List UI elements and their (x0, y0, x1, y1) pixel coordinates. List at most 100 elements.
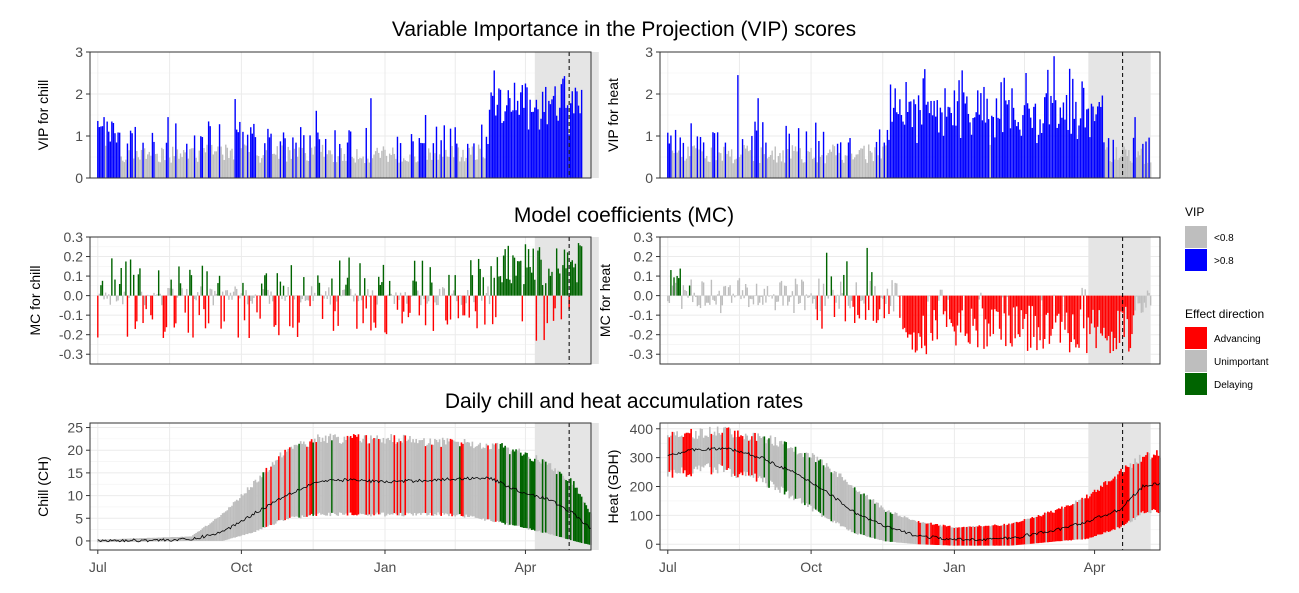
mc-heat-bar (1073, 295, 1076, 340)
mc-heat-bar (674, 282, 677, 296)
mc-chill-bar (465, 295, 467, 304)
chill-rate-band-bar (402, 434, 405, 517)
chill-rate-ytick-label: 10 (67, 488, 83, 504)
chill-rate-band-bar (215, 518, 218, 541)
mc-chill-bar (543, 295, 545, 341)
heat-rate-band-bar (1039, 516, 1041, 543)
chill-rate-band-bar (273, 464, 275, 525)
mc-chill-bar (268, 295, 271, 304)
chill-rate-band-bar (430, 444, 433, 516)
mc-chill-bar (538, 247, 541, 296)
chill-rate-band-bar (415, 438, 418, 516)
chill-rate-band-bar (229, 507, 232, 539)
vip-chill-bar (134, 126, 136, 178)
mc-heat-bar (1070, 295, 1072, 342)
vip-chill-bar (167, 117, 169, 178)
vip-heat-bar (967, 113, 970, 178)
heat-rate-band-bar (791, 447, 794, 496)
vip-chill-bar (571, 91, 573, 178)
chill-rate-band-bar (254, 479, 257, 532)
vip-chill-bar (520, 92, 522, 178)
chill-rate-band-bar (271, 462, 274, 525)
heat-rate-band-bar (713, 431, 716, 468)
mc-chill-bar (98, 293, 101, 296)
mc-chill-bar (571, 260, 573, 296)
mc-heat-bar (824, 295, 826, 306)
vip-heat-bar (1059, 107, 1062, 178)
vip-heat-bar (1003, 77, 1005, 178)
heat-rate-band-bar (1064, 506, 1066, 541)
chill-rate-band-bar (437, 442, 439, 513)
vip-heat-bar (836, 143, 839, 178)
mc-heat-bar (869, 280, 871, 296)
vip-heat-bar (947, 106, 949, 178)
heat-rate-band-bar (1053, 512, 1055, 542)
vip-heat-bar (955, 125, 957, 178)
mc-chill-bar (234, 286, 236, 296)
chill-rate-band-bar (404, 435, 407, 516)
vip-chill-bar (140, 149, 143, 178)
heat-rate-band-bar (1092, 491, 1094, 538)
mc-heat-bar (1086, 295, 1088, 354)
vip-chill-bar (142, 142, 144, 178)
chill-rate-band-bar (551, 469, 553, 535)
mc-chill-bar (565, 268, 567, 296)
vip-heat-bar (920, 124, 923, 178)
chill-rate-band-bar (234, 501, 236, 538)
vip-chill-bar (345, 160, 347, 178)
mc-heat-bar (681, 295, 683, 309)
mc-chill-bar (349, 288, 352, 296)
vip-heat-bar (868, 144, 870, 178)
vip-chill-bar (228, 158, 230, 178)
vip-heat-bar (936, 100, 938, 178)
chill-rate-band-bar (239, 498, 241, 537)
heat-rate-band-bar (737, 430, 739, 478)
vip-chill-bar (115, 142, 118, 178)
chill-rate-band-bar (477, 444, 480, 519)
vip-chill-bar (376, 147, 378, 178)
vip-chill-bar (424, 115, 427, 178)
vip-chill-bar (499, 89, 502, 178)
vip-chill-bar (237, 132, 239, 178)
mc-heat-bar (1053, 294, 1055, 296)
heat-rate-band-bar (735, 437, 738, 478)
mc-heat-bar (864, 295, 867, 320)
mc-heat-bar (1003, 295, 1005, 314)
heat-rate-band-bar (920, 522, 923, 545)
mc-heat-bar (1146, 290, 1149, 296)
vip-chill-bar (462, 149, 464, 178)
mc-heat-bar (908, 295, 910, 335)
vip-chill-bar (407, 161, 410, 178)
heat-rate-band-bar (906, 517, 909, 544)
vip-chill-bar (523, 107, 525, 178)
heat-rate-band-bar (1020, 521, 1023, 545)
mc-chill-bar (232, 291, 235, 296)
vip-chill-bar (203, 148, 205, 178)
chill-rate-band-bar (535, 455, 538, 532)
mc-chill-bar (412, 280, 414, 296)
chill-rate-band-bar (262, 472, 265, 528)
mc-heat-bar (698, 295, 700, 305)
vip-chill-bar (438, 154, 441, 178)
mc-chill-grid (90, 236, 591, 364)
vip-chill-bar (111, 121, 113, 178)
mc-heat-bar (1005, 295, 1007, 347)
heat-rate-band-bar (1078, 499, 1080, 540)
vip-chill-bar (310, 147, 313, 178)
mc-chill-bar (314, 292, 316, 296)
vip-chill-bar (196, 161, 199, 178)
vip-heat-bar (839, 142, 842, 178)
mc-chill-bar (549, 275, 552, 296)
vip-chill-bar (218, 124, 221, 178)
chill-rate-band-bar (351, 437, 354, 516)
chill-rate-band-bar (516, 450, 519, 526)
heat-rate-band-bar (992, 525, 995, 546)
heat-rate-band-bar (937, 525, 940, 545)
vip-heat-bar (938, 132, 940, 178)
mc-chill-bar (481, 295, 483, 301)
chill-rate-band-bar (249, 487, 252, 534)
mc-heat-bar (860, 295, 862, 302)
mc-chill-bar (104, 292, 107, 296)
vip-chill-bar (442, 156, 444, 178)
